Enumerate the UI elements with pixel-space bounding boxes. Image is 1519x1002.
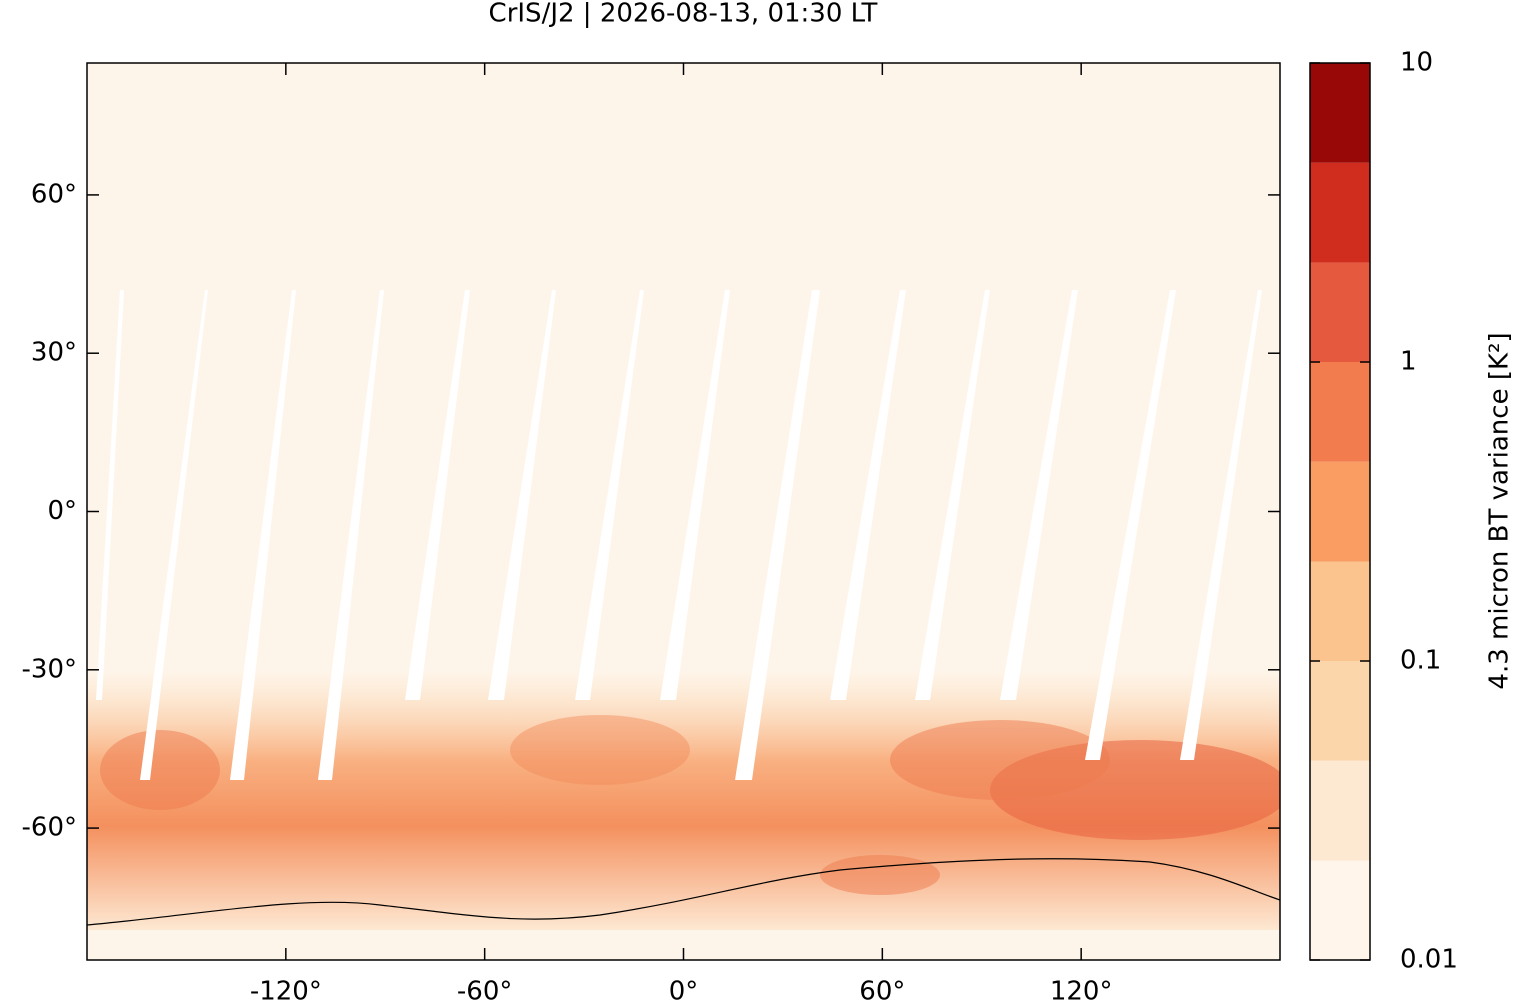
hotspot — [890, 720, 1110, 800]
y-tick-label: 30° — [31, 338, 77, 368]
colorbar-tick-label: 0.1 — [1400, 646, 1441, 676]
y-tick-label: 60° — [31, 179, 77, 209]
colorbar-band — [1310, 461, 1370, 562]
x-tick-label: -60° — [457, 977, 512, 1002]
hotspot — [820, 855, 940, 895]
y-tick-label: 0° — [47, 496, 77, 526]
colorbar-band — [1310, 362, 1370, 462]
colorbar-tick-label: 0.01 — [1400, 945, 1458, 975]
x-tick-label: 0° — [669, 977, 699, 1002]
x-tick-label: 120° — [1050, 977, 1113, 1002]
chart-title: CrIS/J2 | 2026-08-13, 01:30 LT — [489, 0, 878, 29]
x-tick-label: 60° — [859, 977, 905, 1002]
hotspot — [510, 715, 690, 785]
colorbar-label: 4.3 micron BT variance [K²] — [1485, 332, 1515, 689]
colorbar-frame — [1309, 62, 1371, 961]
colorbar-band — [1310, 561, 1370, 661]
y-tick-label: -60° — [22, 813, 77, 843]
coastline — [87, 858, 1280, 926]
colorbar-band — [1310, 63, 1370, 163]
colorbar-tick-label: 10 — [1400, 48, 1433, 78]
hotspot — [100, 730, 220, 810]
colorbar-band — [1310, 661, 1370, 761]
colorbar-band — [1310, 760, 1370, 861]
x-tick-label: -120° — [250, 977, 322, 1002]
colorbar-band — [1310, 162, 1370, 263]
colorbar-band — [1310, 262, 1370, 362]
colorbar-band — [1310, 860, 1370, 960]
colorbar-tick-label: 1 — [1400, 347, 1417, 377]
map-field — [87, 63, 1280, 960]
data-gaps — [96, 290, 1262, 780]
y-tick-label: -30° — [22, 654, 77, 684]
